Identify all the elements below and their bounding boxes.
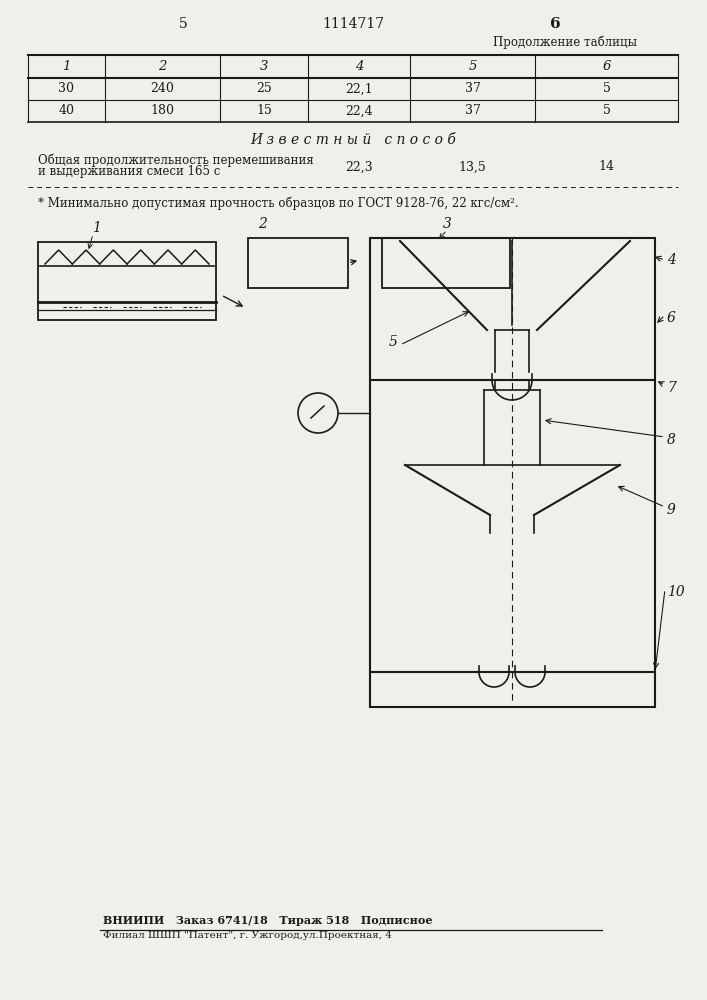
- Text: 22,1: 22,1: [345, 83, 373, 96]
- Text: 25: 25: [256, 83, 272, 96]
- Text: 15: 15: [256, 104, 272, 117]
- Text: 22,3: 22,3: [345, 160, 373, 174]
- Text: 1114717: 1114717: [322, 17, 384, 31]
- Text: 3: 3: [443, 217, 452, 231]
- Text: 37: 37: [464, 83, 481, 96]
- Text: 1: 1: [92, 221, 100, 235]
- Text: 13,5: 13,5: [459, 160, 486, 174]
- Text: 4: 4: [355, 60, 363, 73]
- Text: Общая продолжительность перемешивания: Общая продолжительность перемешивания: [38, 153, 314, 167]
- Text: ВНИИПИ   Заказ 6741/18   Тираж 518   Подписное: ВНИИПИ Заказ 6741/18 Тираж 518 Подписное: [103, 916, 433, 926]
- Text: 6: 6: [549, 17, 561, 31]
- Text: 37: 37: [464, 104, 481, 117]
- Text: 5: 5: [602, 104, 610, 117]
- Text: 5: 5: [179, 17, 187, 31]
- Text: 9: 9: [667, 503, 676, 517]
- Text: И з в е с т н ы й   с п о с о б: И з в е с т н ы й с п о с о б: [250, 133, 456, 147]
- Text: 30: 30: [59, 83, 74, 96]
- Text: 2: 2: [158, 60, 167, 73]
- Text: 3: 3: [259, 60, 268, 73]
- Text: 5: 5: [389, 335, 397, 349]
- Text: 7: 7: [667, 381, 676, 395]
- Text: 8: 8: [667, 433, 676, 447]
- Text: 4: 4: [667, 253, 676, 267]
- Text: 5: 5: [468, 60, 477, 73]
- Text: 14: 14: [599, 160, 614, 174]
- Text: * Минимально допустимая прочность образцов по ГОСТ 9128-76, 22 кгс/см².: * Минимально допустимая прочность образц…: [38, 196, 519, 210]
- Bar: [248, 238, 348, 288]
- Bar: [382, 238, 510, 288]
- Text: 6: 6: [667, 311, 676, 325]
- Bar: [38, 242, 216, 320]
- Text: Продолжение таблицы: Продолжение таблицы: [493, 35, 637, 49]
- Text: 1: 1: [62, 60, 71, 73]
- Text: 180: 180: [151, 104, 175, 117]
- Text: Филиал ШШП "Патент", г. Ужгород,ул.Проектная, 4: Филиал ШШП "Патент", г. Ужгород,ул.Проек…: [103, 930, 392, 940]
- Text: 240: 240: [151, 83, 175, 96]
- Bar: [370, 238, 655, 707]
- Text: 2: 2: [259, 217, 267, 231]
- Text: и выдерживания смеси 165 с: и выдерживания смеси 165 с: [38, 165, 221, 178]
- Text: 6: 6: [602, 60, 611, 73]
- Text: 40: 40: [59, 104, 74, 117]
- Text: 10: 10: [667, 585, 685, 599]
- Text: 5: 5: [602, 83, 610, 96]
- Text: 22,4: 22,4: [345, 104, 373, 117]
